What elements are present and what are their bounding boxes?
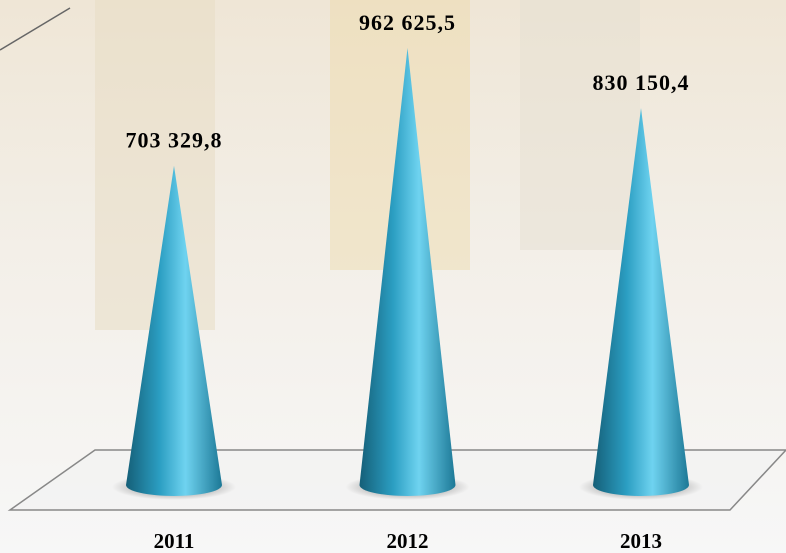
background-pillar [95, 0, 215, 330]
cone [359, 48, 456, 497]
data-label: 830 150,4 [593, 70, 690, 95]
corner-decoration [0, 7, 71, 51]
x-tick-label: 2012 [387, 529, 429, 553]
cone [593, 108, 689, 497]
data-label: 962 625,5 [359, 10, 456, 35]
x-tick-label: 2013 [620, 529, 662, 553]
cone [126, 165, 222, 496]
x-tick-label: 2011 [154, 529, 195, 553]
data-label: 703 329,8 [126, 128, 223, 153]
background-pillar [520, 0, 640, 250]
